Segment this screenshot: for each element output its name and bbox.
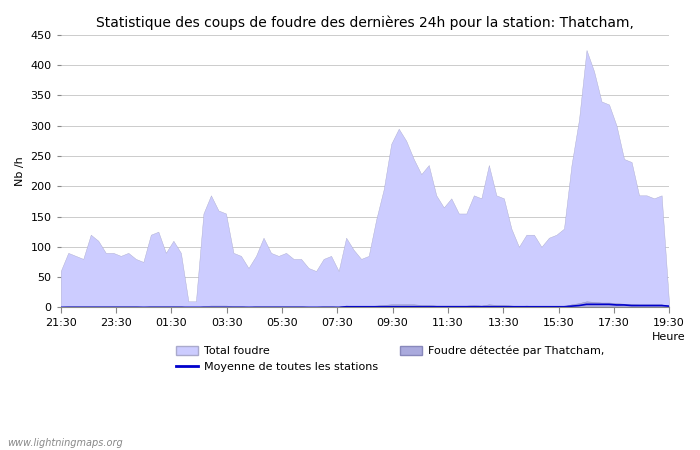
- Title: Statistique des coups de foudre des dernières 24h pour la station: Thatcham,: Statistique des coups de foudre des dern…: [96, 15, 634, 30]
- X-axis label: Heure: Heure: [652, 332, 686, 342]
- Text: www.lightningmaps.org: www.lightningmaps.org: [7, 438, 122, 448]
- Legend: Total foudre, Moyenne de toutes les stations, Foudre détectée par Thatcham,: Total foudre, Moyenne de toutes les stat…: [176, 346, 604, 372]
- Y-axis label: Nb /h: Nb /h: [15, 156, 25, 186]
